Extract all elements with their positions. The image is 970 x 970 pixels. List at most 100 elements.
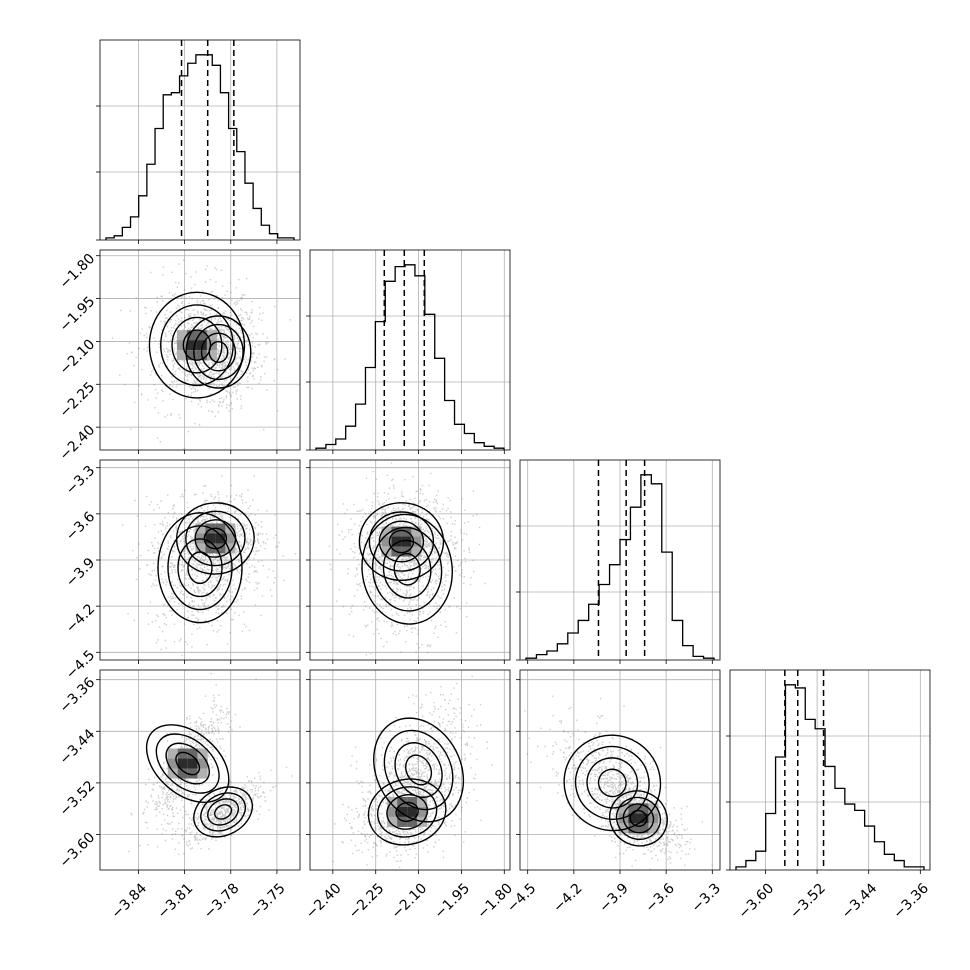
density-cell (225, 543, 236, 554)
ytick-label: −3.44 (57, 726, 99, 768)
density-cell (618, 803, 629, 814)
contour-level-0 (597, 768, 627, 798)
density-cell (417, 796, 428, 807)
contour-level-3 (157, 512, 243, 624)
panel-content (310, 670, 510, 870)
scatter-points (524, 695, 713, 870)
ytick-label: −4.2 (63, 601, 98, 636)
contour-level-1 (194, 519, 237, 558)
contour-level-3 (185, 315, 252, 389)
density-cell (391, 536, 402, 547)
contour-level-1 (386, 793, 429, 830)
density-cell (225, 533, 236, 544)
contour-level-1 (622, 803, 655, 834)
density-cell (411, 526, 422, 537)
density-cell (187, 768, 198, 779)
density-cell (397, 806, 408, 817)
panel-frame (519, 669, 721, 871)
xtick-label: −3.60 (736, 880, 778, 922)
contour-level-3 (148, 291, 246, 399)
contour-level-1 (586, 757, 639, 809)
density-cell (215, 543, 226, 554)
density-cell (628, 813, 639, 824)
ytick-label: −2.25 (57, 379, 99, 421)
hist2d-panel-3-2 (516, 669, 721, 874)
density-cell (167, 758, 178, 769)
contour-level-3 (373, 717, 465, 823)
xtick-label: −3.78 (201, 880, 243, 922)
ytick-label: −2.10 (57, 336, 99, 378)
density-cell (618, 823, 629, 834)
contour-level-3 (367, 778, 447, 846)
contour-level-2 (372, 526, 443, 612)
density-cell (195, 543, 206, 554)
density-cell (407, 796, 418, 807)
panel-frame (309, 669, 511, 871)
contour-level-0 (175, 751, 201, 776)
hist2d-panel-1-0 (96, 249, 301, 454)
panel-content (310, 460, 510, 660)
density-cell (411, 536, 422, 547)
contour-level-1 (165, 742, 210, 785)
ytick-label: −1.80 (57, 251, 99, 293)
scatter-points (328, 462, 486, 656)
density-cell (186, 350, 197, 361)
scatter-points (128, 672, 293, 855)
density-cell (205, 543, 216, 554)
density-cell (397, 796, 408, 807)
density-cell (167, 768, 178, 779)
density-cell (397, 816, 408, 827)
contour-level-3 (609, 790, 668, 847)
hist-panel-3 (726, 669, 931, 874)
hist-frame (729, 669, 931, 871)
panel-frame (99, 459, 301, 661)
density-cell (197, 768, 208, 779)
hist2d-panel-2-1 (306, 459, 511, 664)
panel-frame (99, 249, 301, 451)
histogram-step-1 (315, 264, 505, 450)
xtick-label: −3.36 (890, 880, 932, 922)
density-cell (407, 816, 418, 827)
panel-content (100, 460, 300, 660)
histogram-step-0 (105, 54, 295, 240)
density-cell (401, 536, 412, 547)
contour-level-1 (200, 332, 237, 372)
density-cell (176, 350, 187, 361)
xtick-label: −3.3 (689, 880, 724, 915)
ytick-label: −3.3 (63, 463, 98, 498)
density-cell (387, 816, 398, 827)
hist-panel-0 (96, 39, 301, 244)
contour-level-2 (167, 525, 233, 611)
density-cell (417, 806, 428, 817)
density-cell (186, 330, 197, 341)
xtick-label: −2.10 (389, 880, 431, 922)
density-cell (411, 546, 422, 557)
density-cell (187, 748, 198, 759)
panel-frame (99, 669, 301, 871)
density-cell (638, 803, 649, 814)
density-cell (177, 748, 188, 759)
ytick-label: −3.52 (57, 778, 99, 820)
panel-content (520, 670, 720, 870)
density-cell (197, 758, 208, 769)
density-cell (197, 748, 208, 759)
density-cell (638, 813, 649, 824)
contour-level-2 (155, 733, 220, 794)
xtick-label: −3.81 (155, 880, 197, 922)
xtick-label: −4.2 (550, 880, 585, 915)
contour-level-2 (376, 786, 438, 838)
density-cell (638, 823, 649, 834)
contour-level-2 (193, 323, 244, 381)
contour-level-3 (361, 513, 454, 625)
xtick-label: −2.40 (303, 880, 345, 922)
density-cell (381, 536, 392, 547)
hist2d-panel-2-0 (96, 459, 301, 664)
density-cell (407, 806, 418, 817)
contour-level-2 (574, 745, 650, 820)
contour-level-2 (615, 796, 662, 841)
hist2d-panel-3-1 (306, 669, 511, 874)
hist-frame (519, 459, 721, 661)
xtick-label: −3.84 (109, 880, 151, 922)
scatter-points (121, 460, 297, 657)
histogram-step-2 (525, 474, 715, 660)
